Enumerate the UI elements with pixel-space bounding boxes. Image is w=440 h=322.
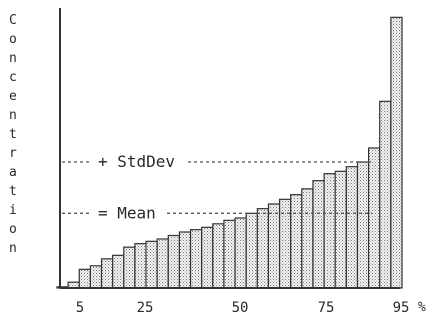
y-label-char: n — [9, 241, 17, 256]
bar — [345, 166, 359, 289]
bar — [100, 258, 114, 289]
x-tick-label: 25 — [137, 300, 154, 316]
bar — [301, 188, 314, 289]
y-label-char: n — [9, 51, 17, 66]
y-label-char: i — [9, 203, 17, 218]
y-label-char: o — [9, 222, 17, 237]
bar — [390, 16, 403, 289]
bar — [267, 203, 281, 289]
bar — [223, 219, 236, 289]
reference-label-background — [94, 151, 186, 171]
bar — [234, 217, 247, 289]
y-label-char: t — [9, 184, 17, 199]
x-tick-label: 75 — [318, 300, 335, 316]
y-label-char: C — [9, 13, 17, 28]
bar — [156, 238, 169, 289]
x-tick-label: 5 — [76, 300, 84, 316]
x-unit-label: % — [418, 300, 426, 315]
y-label-char: a — [9, 165, 17, 180]
bar — [278, 198, 292, 289]
bar — [123, 246, 136, 289]
bar — [145, 240, 158, 289]
bar — [256, 208, 270, 289]
bar — [379, 100, 392, 289]
y-label-char: n — [9, 108, 17, 123]
bar — [89, 265, 103, 289]
reference-lines: + StdDev = Mean — [62, 151, 372, 223]
bar — [312, 180, 325, 289]
y-label-char: r — [9, 146, 17, 161]
bar — [323, 173, 336, 289]
bar — [78, 268, 91, 289]
bars — [56, 16, 403, 289]
y-label-char: o — [9, 32, 17, 47]
y-label-char: c — [9, 70, 17, 85]
bar — [167, 234, 181, 289]
reference-line-label: = Mean — [98, 203, 156, 222]
bar — [368, 147, 381, 289]
bar — [134, 243, 147, 289]
bar — [356, 161, 370, 289]
y-label-char: t — [9, 127, 17, 142]
bar — [334, 170, 347, 289]
bar — [212, 223, 225, 289]
x-tick-label: 95 — [393, 300, 410, 316]
reference-label-background — [94, 202, 165, 223]
bar — [112, 254, 125, 289]
reference-line-label: + StdDev — [98, 152, 175, 171]
x-tick-label: 50 — [232, 300, 249, 316]
x-tick-labels: 5 25 50 75 95 — [76, 300, 410, 316]
bar — [290, 194, 303, 289]
y-label-char: e — [9, 89, 17, 104]
bar — [245, 212, 258, 289]
bar — [201, 226, 214, 289]
bar — [178, 231, 192, 289]
bar — [189, 229, 203, 289]
